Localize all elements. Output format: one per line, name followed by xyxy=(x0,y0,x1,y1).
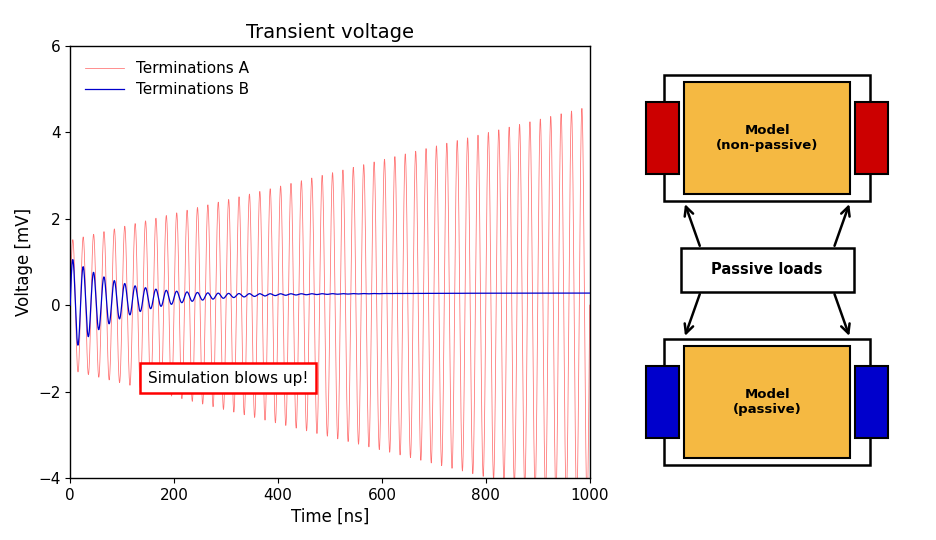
Terminations B xyxy=(119,280,130,287)
Terminations A xyxy=(329,296,341,302)
Y-axis label: Voltage [mV]: Voltage [mV] xyxy=(15,208,33,316)
Terminations A xyxy=(581,500,592,507)
Title: Transient voltage: Transient voltage xyxy=(246,23,414,42)
Text: Model
(passive): Model (passive) xyxy=(733,388,801,416)
Terminations B xyxy=(351,291,362,297)
Bar xyxy=(684,346,850,458)
Terminations B xyxy=(67,256,79,263)
Line: Terminations A: Terminations A xyxy=(70,109,590,503)
Terminations A xyxy=(584,302,595,308)
Bar xyxy=(856,367,888,437)
Terminations A xyxy=(577,105,588,112)
Bar xyxy=(646,367,680,437)
X-axis label: Time [ns]: Time [ns] xyxy=(291,508,369,526)
Text: Passive loads: Passive loads xyxy=(711,262,823,278)
Terminations B xyxy=(584,290,595,296)
Bar xyxy=(680,248,854,292)
Terminations A xyxy=(348,170,359,176)
Terminations B xyxy=(348,291,359,297)
Terminations B xyxy=(329,291,341,297)
Terminations B xyxy=(491,290,503,296)
Terminations B xyxy=(72,342,83,348)
Bar xyxy=(684,82,850,194)
Terminations A xyxy=(65,302,76,308)
Line: Terminations B: Terminations B xyxy=(70,260,590,345)
Text: Model
(non-passive): Model (non-passive) xyxy=(716,124,818,152)
Legend: Terminations A, Terminations B: Terminations A, Terminations B xyxy=(78,53,256,105)
Bar xyxy=(665,75,870,201)
Bar xyxy=(646,103,680,173)
Bar xyxy=(856,103,888,173)
Terminations A xyxy=(119,224,130,231)
Terminations B xyxy=(65,302,76,308)
Text: Simulation blows up!: Simulation blows up! xyxy=(148,371,309,386)
Terminations A xyxy=(68,249,80,255)
Terminations B xyxy=(68,266,80,272)
Terminations A xyxy=(491,184,503,191)
Terminations A xyxy=(351,369,362,376)
Bar xyxy=(665,339,870,465)
